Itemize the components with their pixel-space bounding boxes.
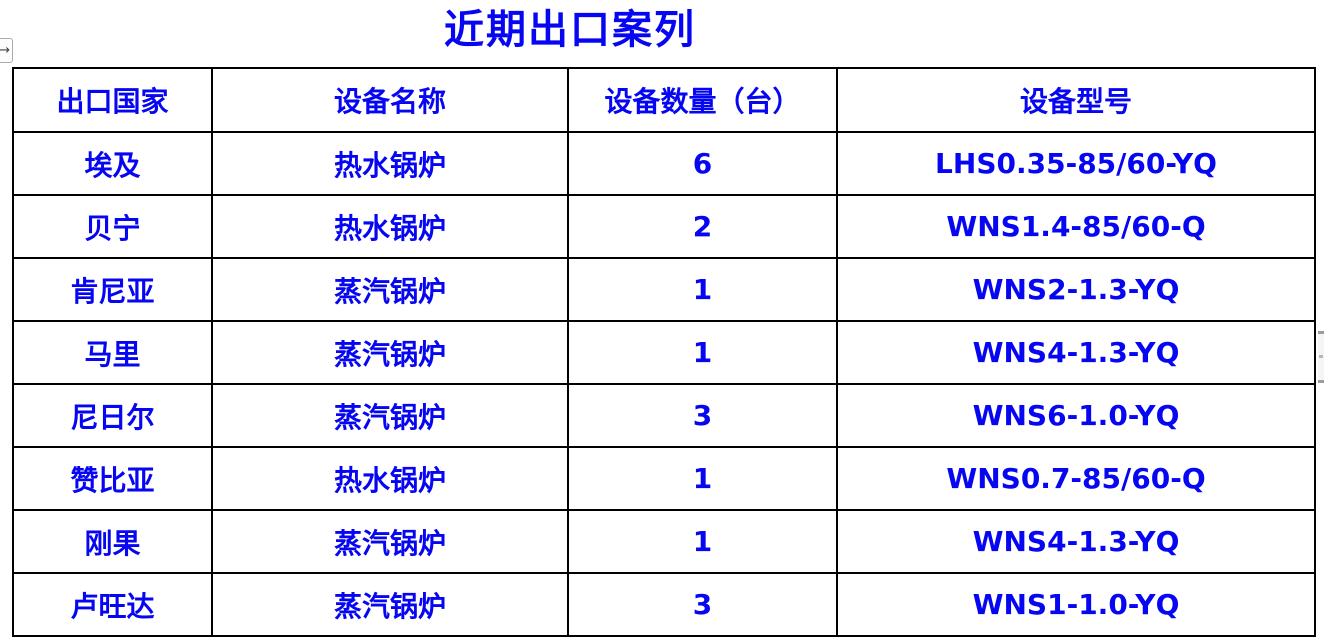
table-row: 尼日尔 蒸汽锅炉 3 WNS6-1.0-YQ xyxy=(12,383,1316,448)
header-equipment-model: 设备型号 xyxy=(836,67,1316,133)
right-arrow-icon: → xyxy=(0,43,10,58)
cell-equipment-model: WNS6-1.0-YQ xyxy=(836,383,1316,448)
cell-equipment-name: 蒸汽锅炉 xyxy=(211,572,569,637)
cell-export-country: 肯尼亚 xyxy=(12,257,213,322)
cell-equipment-quantity: 1 xyxy=(567,320,838,385)
cell-export-country: 刚果 xyxy=(12,509,213,574)
cell-export-country: 埃及 xyxy=(12,131,213,196)
cell-equipment-quantity: 6 xyxy=(567,131,838,196)
cell-equipment-model: LHS0.35-85/60-YQ xyxy=(836,131,1316,196)
table-header-row: 出口国家 设备名称 设备数量（台） 设备型号 xyxy=(12,67,1316,133)
cell-equipment-name: 蒸汽锅炉 xyxy=(211,257,569,322)
header-equipment-quantity: 设备数量（台） xyxy=(567,67,838,133)
table-row: 埃及 热水锅炉 6 LHS0.35-85/60-YQ xyxy=(12,131,1316,196)
table-row: 刚果 蒸汽锅炉 1 WNS4-1.3-YQ xyxy=(12,509,1316,574)
header-equipment-name: 设备名称 xyxy=(211,67,569,133)
cell-equipment-quantity: 3 xyxy=(567,572,838,637)
cell-equipment-name: 热水锅炉 xyxy=(211,131,569,196)
scrollbar-grip-dot xyxy=(1319,355,1323,358)
scrollbar-bottom-cap xyxy=(1318,380,1324,383)
table-row: 马里 蒸汽锅炉 1 WNS4-1.3-YQ xyxy=(12,320,1316,385)
cell-equipment-model: WNS2-1.3-YQ xyxy=(836,257,1316,322)
cell-export-country: 马里 xyxy=(12,320,213,385)
vertical-scrollbar[interactable] xyxy=(1318,331,1324,383)
cell-equipment-model: WNS1.4-85/60-Q xyxy=(836,194,1316,259)
cell-export-country: 赞比亚 xyxy=(12,446,213,511)
table-row: 肯尼亚 蒸汽锅炉 1 WNS2-1.3-YQ xyxy=(12,257,1316,322)
cell-export-country: 尼日尔 xyxy=(12,383,213,448)
table-row: 贝宁 热水锅炉 2 WNS1.4-85/60-Q xyxy=(12,194,1316,259)
cell-equipment-name: 蒸汽锅炉 xyxy=(211,383,569,448)
cell-equipment-model: WNS1-1.0-YQ xyxy=(836,572,1316,637)
cell-equipment-quantity: 1 xyxy=(567,509,838,574)
cell-export-country: 贝宁 xyxy=(12,194,213,259)
cell-equipment-quantity: 1 xyxy=(567,257,838,322)
cell-equipment-name: 热水锅炉 xyxy=(211,194,569,259)
table-body: 埃及 热水锅炉 6 LHS0.35-85/60-YQ 贝宁 热水锅炉 2 WNS1.4-85/… xyxy=(12,131,1316,637)
cell-equipment-quantity: 3 xyxy=(567,383,838,448)
cell-equipment-model: WNS4-1.3-YQ xyxy=(836,320,1316,385)
header-export-country: 出口国家 xyxy=(12,67,213,133)
cell-equipment-name: 蒸汽锅炉 xyxy=(211,509,569,574)
cell-equipment-quantity: 1 xyxy=(567,446,838,511)
scrollbar-top-cap xyxy=(1318,331,1324,334)
cell-equipment-model: WNS4-1.3-YQ xyxy=(836,509,1316,574)
page-title: 近期出口案列 xyxy=(444,7,696,53)
expand-panel-button[interactable]: → xyxy=(0,38,13,63)
table-row: 卢旺达 蒸汽锅炉 3 WNS1-1.0-YQ xyxy=(12,572,1316,637)
export-cases-table: 出口国家 设备名称 设备数量（台） 设备型号 埃及 热水锅炉 6 LHS0.35-85… xyxy=(12,67,1316,637)
table-row: 赞比亚 热水锅炉 1 WNS0.7-85/60-Q xyxy=(12,446,1316,511)
cell-equipment-quantity: 2 xyxy=(567,194,838,259)
cell-equipment-model: WNS0.7-85/60-Q xyxy=(836,446,1316,511)
cell-equipment-name: 热水锅炉 xyxy=(211,446,569,511)
cell-equipment-name: 蒸汽锅炉 xyxy=(211,320,569,385)
cell-export-country: 卢旺达 xyxy=(12,572,213,637)
